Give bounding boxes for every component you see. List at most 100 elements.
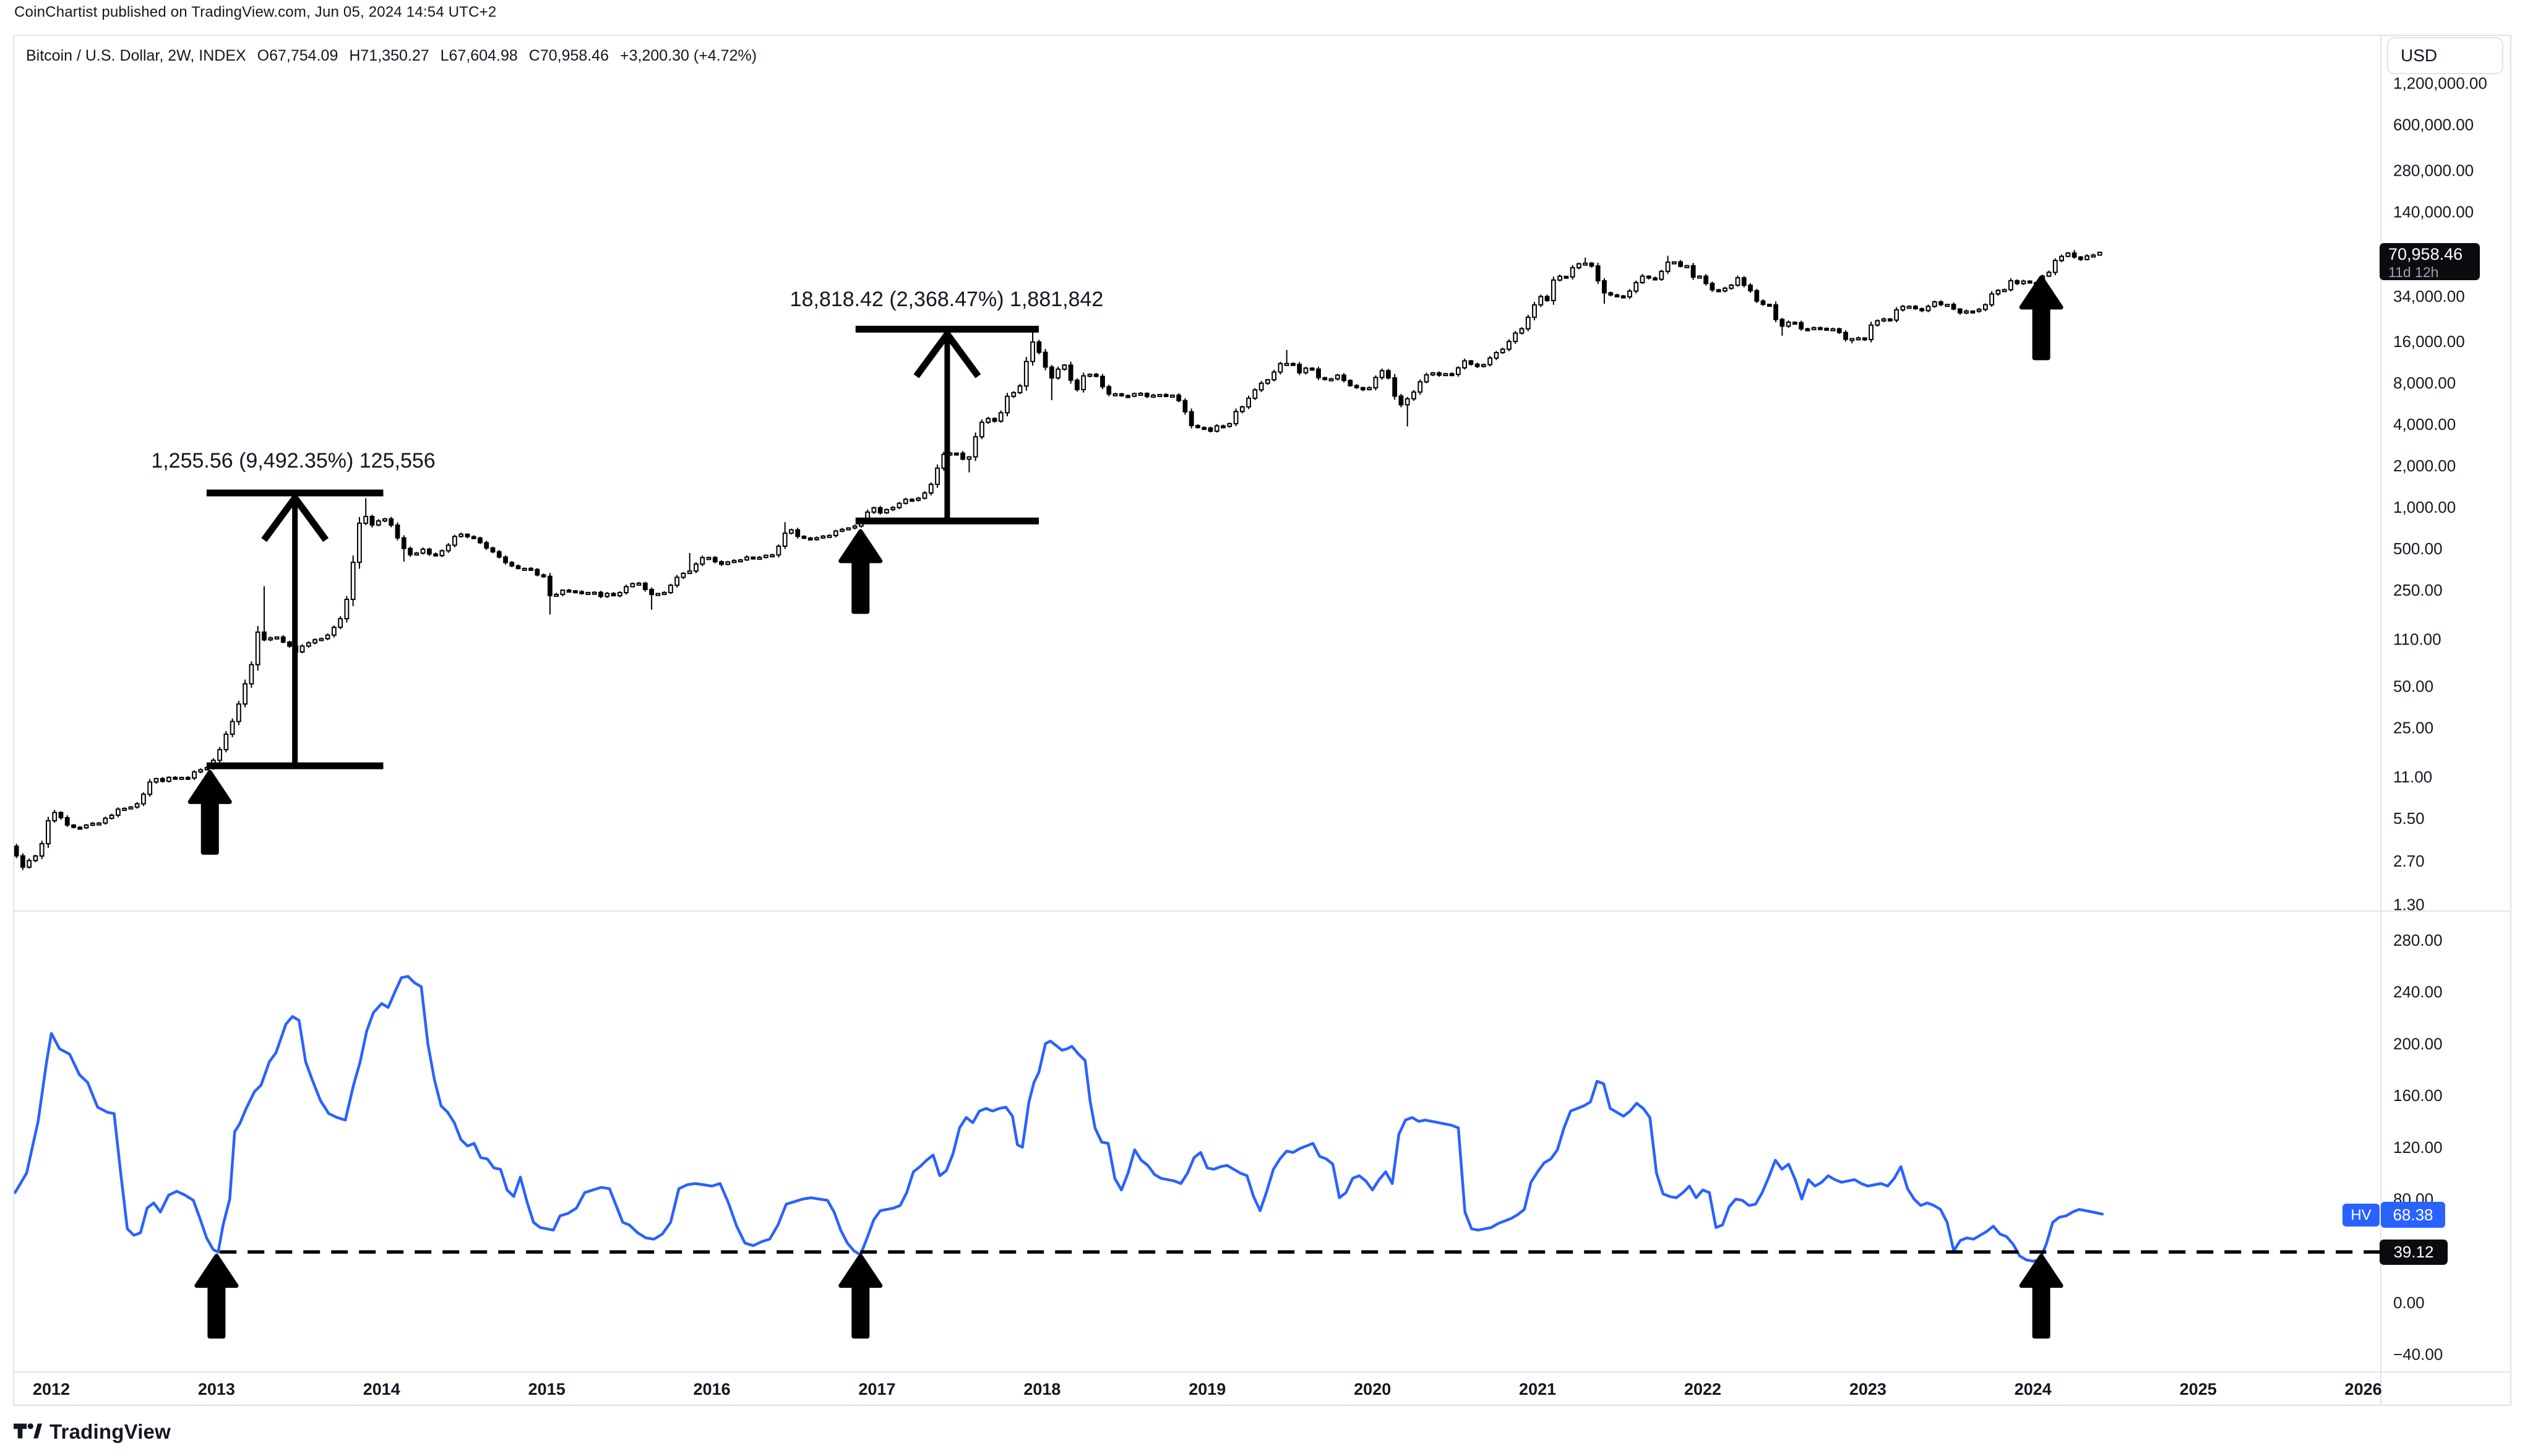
candle	[1608, 292, 1614, 296]
candle	[1474, 363, 1480, 367]
candle	[1773, 304, 1779, 320]
candle	[1500, 348, 1505, 354]
candle	[1570, 267, 1575, 278]
candle	[1792, 321, 1797, 325]
candle	[97, 822, 101, 826]
time-axis[interactable]: 2012 2013 2014 2015 2016 2017 2018 2019 2020 2021…	[33, 1380, 2382, 1398]
candle	[1252, 389, 1258, 399]
candle	[1106, 386, 1112, 395]
hv-axis[interactable]: 280.00240.00200.00160.00120.0080.000.00−…	[2393, 931, 2443, 1364]
hv-line-series[interactable]	[5, 975, 2104, 1263]
candle	[1462, 360, 1468, 369]
candle	[217, 748, 222, 761]
measurement-ruler-1[interactable]	[206, 489, 384, 769]
candle	[1982, 304, 1988, 310]
bar-countdown: 11d 12h	[2388, 264, 2439, 281]
candle	[1557, 275, 1562, 281]
up-arrow-marker-1[interactable]	[187, 769, 232, 855]
candle	[255, 632, 260, 666]
candle	[52, 812, 58, 821]
ohlc-close: C70,958.46	[528, 47, 609, 64]
candle	[910, 499, 914, 502]
price-axis-label: 5.50	[2393, 809, 2425, 828]
ruler-arrowhead	[261, 492, 329, 542]
hv-axis-label: 200.00	[2393, 1034, 2443, 1053]
up-arrow-marker-6[interactable]	[2019, 1254, 2063, 1339]
candle	[1945, 304, 1950, 307]
up-arrow-marker-5[interactable]	[838, 1254, 883, 1339]
candle	[877, 507, 883, 514]
candle	[998, 412, 1004, 422]
candle	[243, 683, 248, 705]
candle	[369, 516, 375, 526]
candle	[840, 528, 845, 532]
candle	[401, 537, 406, 549]
candle	[636, 582, 642, 586]
measurement-ruler-2[interactable]	[855, 325, 1039, 525]
candle	[1703, 275, 1709, 285]
candle	[1551, 279, 1556, 301]
candle	[1112, 393, 1118, 396]
ohlc-open: O67,754.09	[257, 47, 338, 64]
price-axis-label: 1,000.00	[2393, 498, 2456, 516]
measurement-label-2017[interactable]: 18,818.42 (2,368.47%) 1,881,842	[789, 288, 1104, 311]
candle	[1507, 341, 1512, 350]
candle	[979, 421, 984, 438]
candle	[820, 535, 826, 539]
tradingview-logo[interactable]: TradingView	[14, 1420, 171, 1444]
candle	[1062, 364, 1067, 370]
time-axis-label: 2019	[1189, 1380, 1226, 1398]
candle	[1843, 332, 1848, 340]
candle	[1328, 378, 1334, 382]
hv-axis-label: 280.00	[2393, 931, 2443, 949]
measurement-label-2013[interactable]: 1,255.56 (9,492.35%) 125,556	[151, 449, 436, 473]
candle	[1583, 262, 1588, 266]
candle	[166, 776, 171, 782]
candle	[1595, 265, 1601, 281]
candle	[814, 537, 819, 541]
up-arrow-marker-3[interactable]	[2019, 275, 2063, 361]
candle	[611, 593, 616, 597]
candle	[71, 824, 76, 828]
candle	[77, 826, 83, 830]
symbol-name[interactable]: Bitcoin / U.S. Dollar, 2W, INDEX	[26, 47, 246, 64]
candle	[338, 618, 343, 628]
candle	[706, 557, 712, 560]
candle	[2078, 256, 2083, 260]
up-arrow-marker-2[interactable]	[838, 529, 883, 614]
candle	[1532, 304, 1537, 318]
ohlc-high: H71,350.27	[349, 47, 429, 64]
time-axis-label: 2017	[858, 1380, 895, 1398]
candle	[1430, 372, 1435, 376]
candle	[439, 550, 445, 557]
candle	[801, 536, 807, 539]
candle	[1995, 289, 2001, 295]
candle	[1799, 322, 1804, 330]
candle	[1291, 362, 1296, 366]
candle	[1659, 270, 1664, 280]
candle	[903, 499, 908, 504]
hv-axis-label: 160.00	[2393, 1086, 2443, 1105]
candle	[46, 820, 51, 845]
candle	[1132, 393, 1137, 397]
price-axis[interactable]: 1,200,000.00 600,000.00 280,000.00 140,000.…	[2393, 74, 2487, 914]
candle	[1303, 367, 1309, 374]
candle	[1678, 261, 1684, 267]
candlestick-series[interactable]	[8, 250, 2102, 870]
candle	[1309, 367, 1315, 371]
candle	[1913, 306, 1918, 310]
candle	[2059, 255, 2064, 262]
candle	[642, 582, 648, 591]
candle	[515, 565, 521, 570]
candle	[712, 557, 718, 563]
tradingview-logo-text: TradingView	[49, 1420, 171, 1443]
up-arrow-marker-4[interactable]	[194, 1254, 239, 1339]
candle	[20, 855, 25, 868]
up-arrow-shape	[2019, 1254, 2063, 1339]
candle	[2091, 254, 2096, 258]
candle	[541, 574, 546, 578]
price-axis-label: 11.00	[2393, 768, 2432, 786]
currency-toggle-button[interactable]: USD	[2387, 37, 2503, 74]
candle	[1093, 374, 1099, 377]
